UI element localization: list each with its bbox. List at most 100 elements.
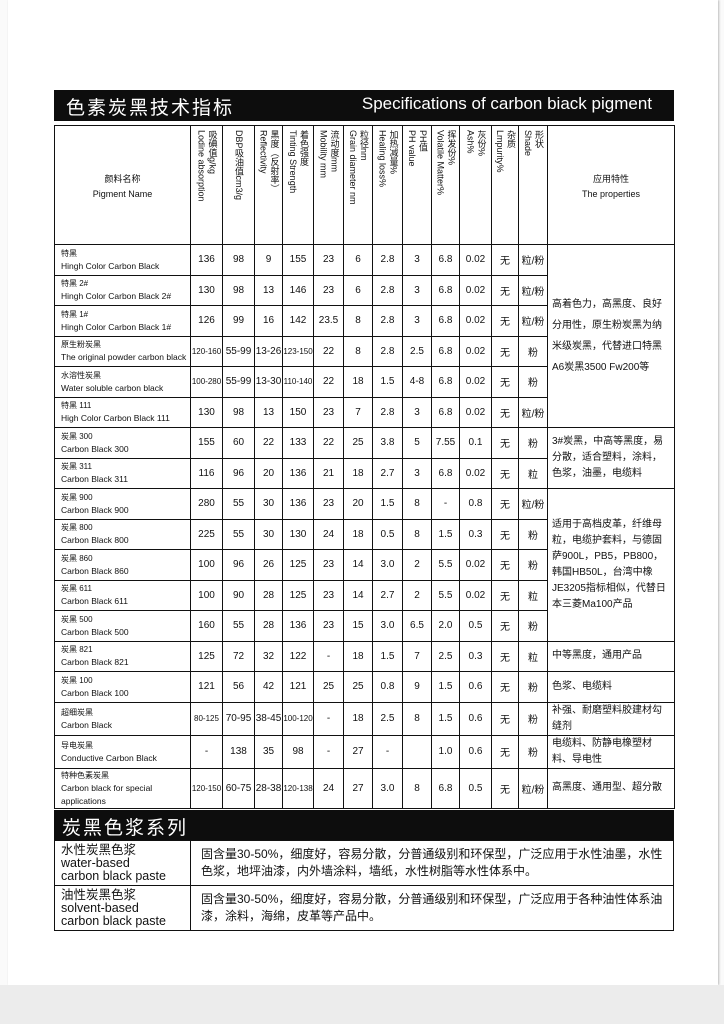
properties-cell: 色浆、电缆料 [547,671,675,703]
pigment-name-cn: 炭黑 900 [61,492,93,502]
pigment-name-cn: 特黑 2# [61,279,89,289]
table-cell: 100 [190,579,223,611]
pigment-name-en: Carbon Black [61,719,113,730]
table-cell: 60-75 [222,767,255,809]
properties-cell: 电缆料、防静电橡塑材料、导电性 [547,734,675,769]
pigment-name-en: Conductive Carbon Black [61,752,157,763]
table-cell: 0.02 [459,335,492,367]
table-cell: 1.5 [372,640,403,672]
title-cn: 色素炭黑技术指标 [66,97,235,119]
table-cell: 25 [343,671,373,703]
pigment-name-cn: 炭黑 821 [61,645,93,655]
table-cell: - [190,734,223,769]
header-column: PH值 PH value [402,125,432,245]
table-cell: 5.5 [431,549,460,581]
header-label-en: Volatile Matter% [435,130,446,196]
paste-description: 固含量30-50%，细度好，容易分散，分普通级别和环保型，广泛应用于水性油墨，水… [190,840,674,886]
pigment-name-cn: 特种色素炭黑 [61,770,109,780]
header-label-cn: 灰份% [476,130,487,157]
table-cell: 155 [190,427,223,459]
table-cell: 138 [222,734,255,769]
pigment-name-cn: 炭黑 611 [61,584,92,594]
header-label-cn: DBP吸油值cm3/g [234,130,244,201]
properties-cell: 补强、耐磨塑料胶建材勾缝剂 [547,701,675,736]
pigment-name: 炭黑 860 Carbon Black 860 [54,549,191,581]
table-cell: 21 [313,457,344,489]
pigment-name-en: Carbon Black 821 [61,657,129,668]
table-row: 特种色素炭黑 Carbon black for special applicati… [54,767,675,809]
table-cell: 96 [222,457,255,489]
table-cell: 1.0 [431,734,460,769]
paste-name-en: carbon black paste [61,868,166,883]
table-cell: 粉 [518,518,548,550]
table-cell: 0.8 [372,671,403,703]
table-cell: 9 [402,671,432,703]
table-cell: 7 [343,396,373,428]
pigment-name: 特黑 2# Hingh Color Carbon Black 2# [54,274,191,306]
header-label: 挥发份% Volatile Matter% [435,130,457,238]
table-cell: 125 [282,549,314,581]
table-cell: 无 [491,335,519,367]
table-cell: 无 [491,518,519,550]
pigment-name-cn: 炭黑 100 [61,675,93,685]
table-cell: 72 [222,640,255,672]
table-cell: 150 [282,396,314,428]
table-cell: 粉 [518,701,548,736]
table-cell: 100-120 [282,701,314,736]
table-row: 炭黑 611 Carbon Black 611 100 90 28 125 23 14 2.7 2… [54,579,675,611]
header-label-en: Lodine absorption [196,130,207,202]
table-cell: 无 [491,366,519,398]
table-cell: 粉 [518,335,548,367]
table-cell: 28-38 [254,767,283,809]
table-cell: 130 [190,274,223,306]
pigment-name-en: Hingh Color Carbon Black [61,260,160,271]
table-row: 超细炭黑 Carbon Black 80-125 70-95 38-45 100-120-… [54,701,675,736]
table-cell: 无 [491,671,519,703]
table-cell: 20 [343,488,373,520]
table-cell: 2.7 [372,457,403,489]
table-row: 水溶性炭黑 Water soluble carbon black 100-280 55… [54,366,675,398]
table-cell: 55 [222,610,255,642]
paste-name-en: carbon black paste [61,913,166,928]
table-cell: 无 [491,610,519,642]
table-cell: 96 [222,549,255,581]
table-cell: 2.8 [372,274,403,306]
table-cell: 6.8 [431,366,460,398]
pigment-name-en: Carbon Black 300 [61,443,129,454]
table-cell: 126 [190,305,223,337]
header-label: 吸碘值g/kg Lodine absorption [196,130,218,238]
table-cell: 6.8 [431,767,460,809]
table-cell: 56 [222,671,255,703]
header-column: 粒径nm Grain diameter nm [343,125,373,245]
properties-cell: 高着色力，高黑度、良好分用性，原生粉炭黑为纳米级炭黑，代替进口特黑A6炭黑350… [547,244,675,428]
table-cell: 136 [282,610,314,642]
table-cell: 18 [343,366,373,398]
scan-background [0,985,724,1024]
table-cell: 6.8 [431,457,460,489]
table-cell: 无 [491,640,519,672]
pigment-name: 原生粉炭黑 The original powder carbon black [54,335,191,367]
table-cell: 133 [282,427,314,459]
table-cell: 粒/粉 [518,305,548,337]
table-cell: 无 [491,488,519,520]
table-cell: 121 [190,671,223,703]
table-cell: 23 [313,610,344,642]
pigment-name-cn: 炭黑 311 [61,462,92,472]
pigment-name-cn: 特黑 [61,248,77,258]
table-cell: 8 [402,518,432,550]
table-cell: 55-99 [222,335,255,367]
table-cell: 1.5 [431,518,460,550]
table-cell: 8 [343,305,373,337]
pigment-name: 炭黑 311 Carbon Black 311 [54,457,191,489]
header-label: 灰份% Ash% [465,130,487,238]
table-cell: 55 [222,488,255,520]
header-label: 黑度（反射率） Reflectivity [258,130,280,238]
pigment-name-en: Hingh Color Carbon Black 2# [61,291,172,302]
table-row: 炭黑 500 Carbon Black 500 160 55 28 136 23 15 3.0 6… [54,610,675,642]
table-cell: 136 [282,488,314,520]
table-row: 炭黑 300 Carbon Black 300 155 60 22 133 22 25 3.8 5… [54,427,675,489]
table-cell: 3 [402,274,432,306]
table-cell: 28 [254,610,283,642]
header-label: 杂质 Lmpurity% [494,130,516,238]
table-cell: 2.7 [372,579,403,611]
